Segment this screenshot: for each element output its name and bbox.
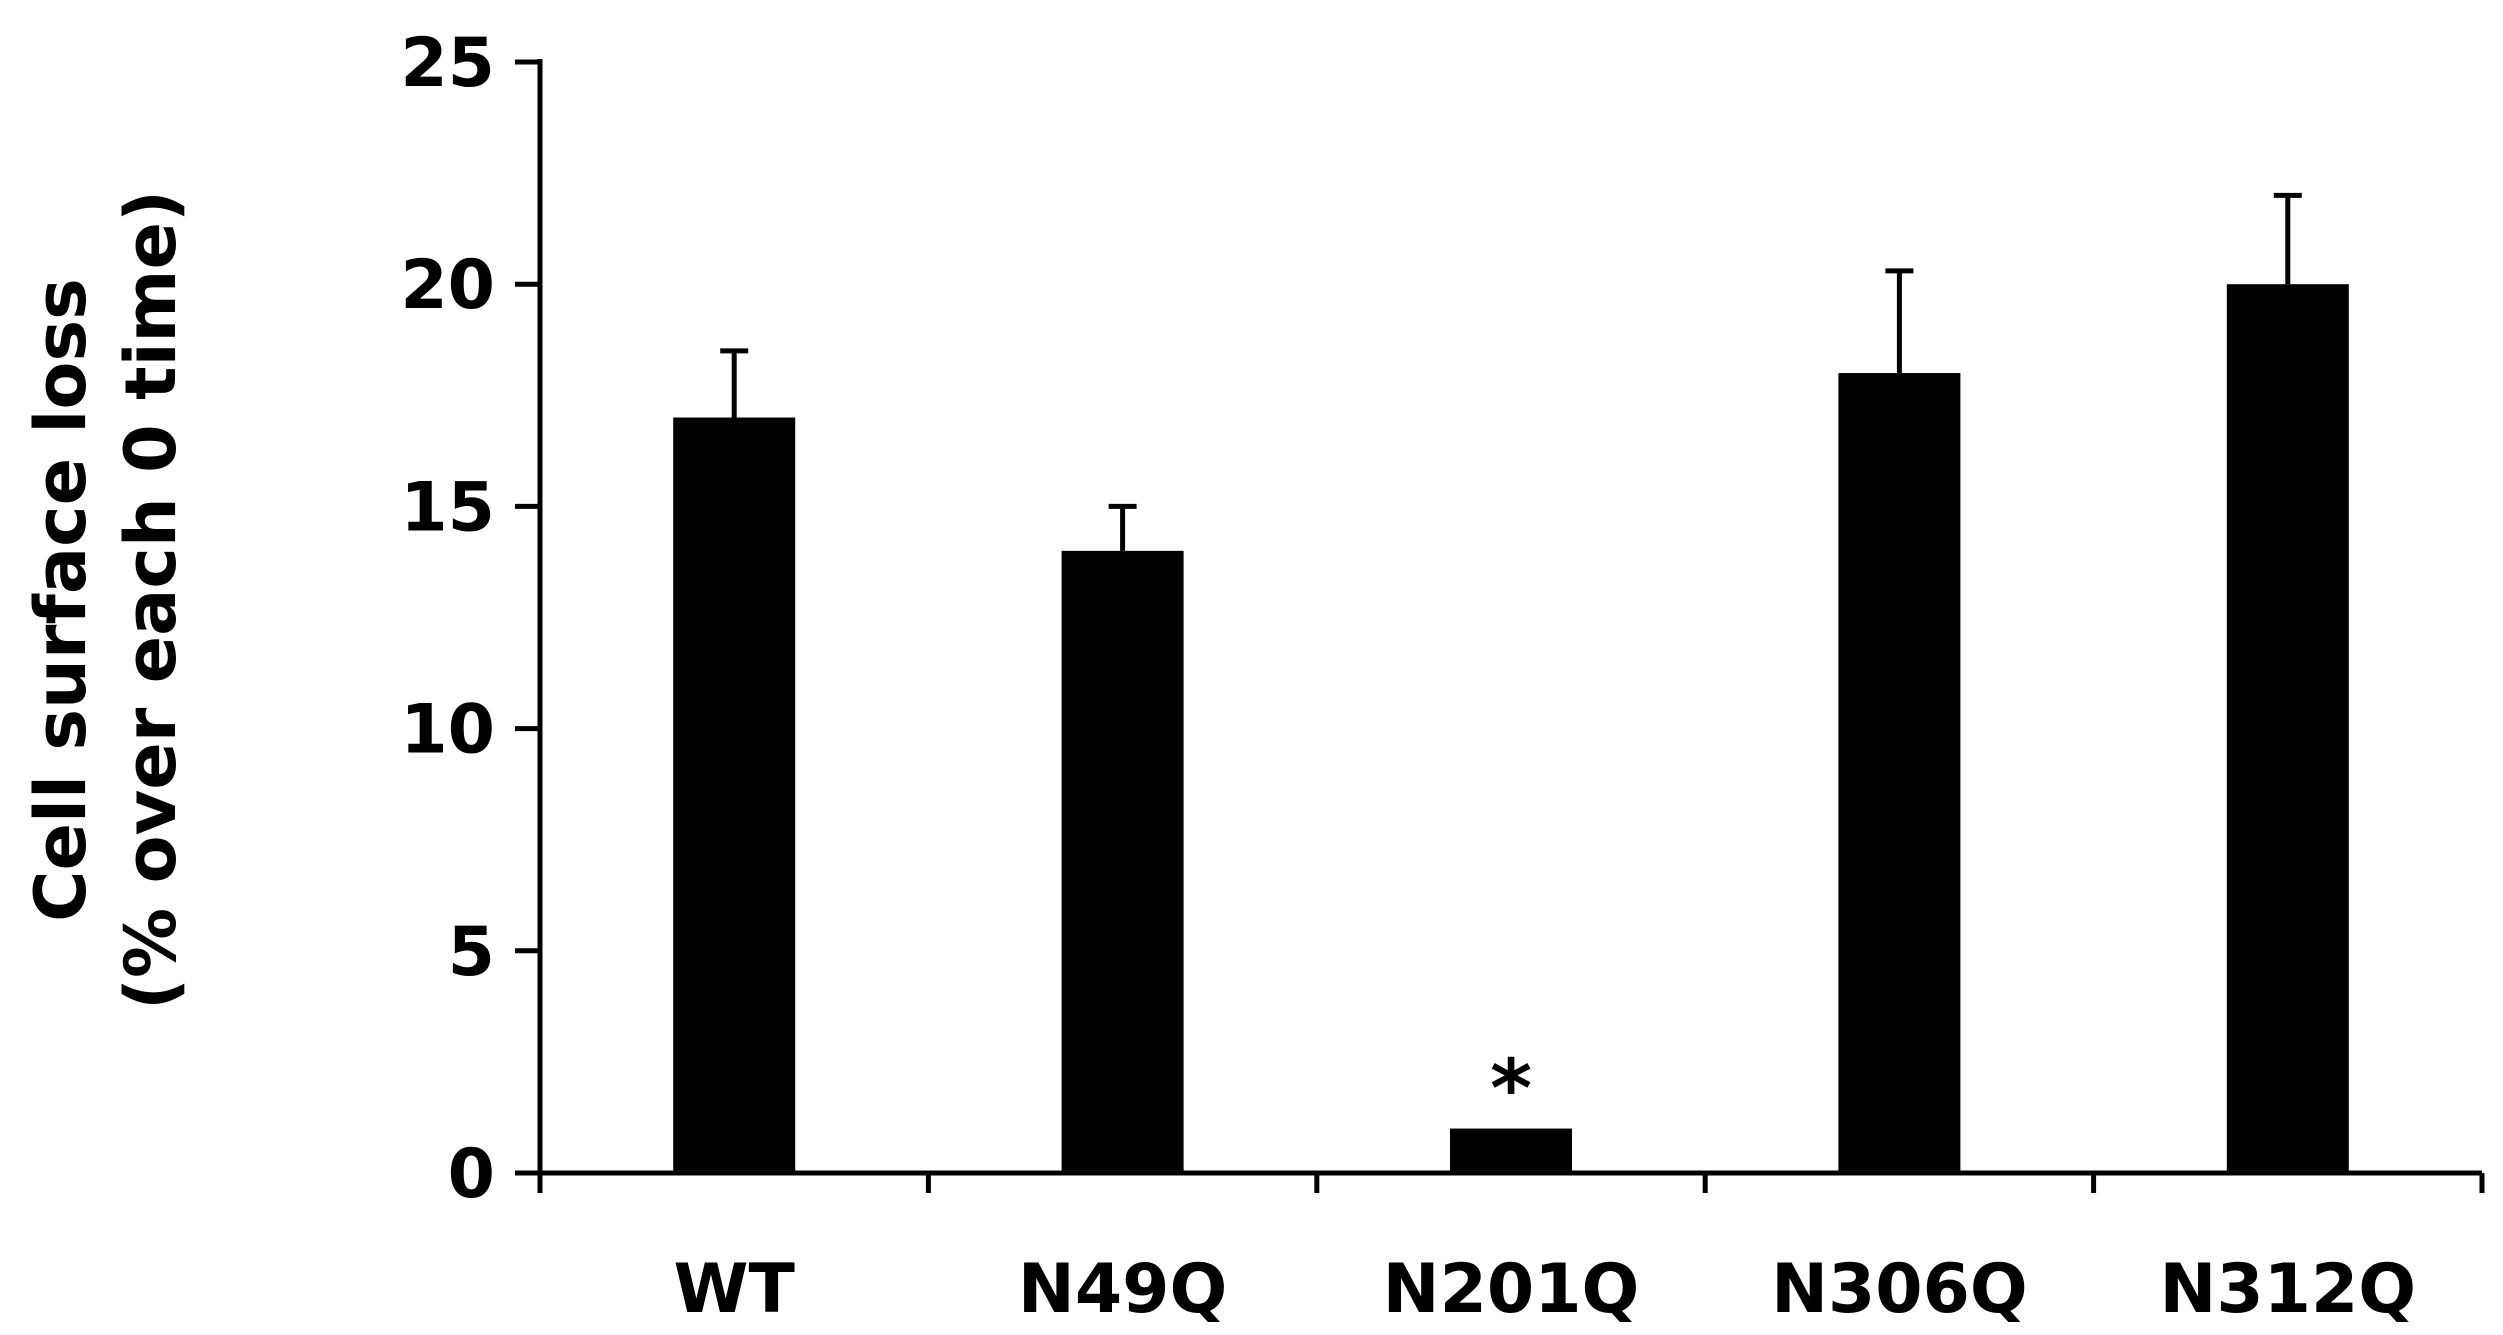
y-axis-title: Cell surface loss (% over each 0 time) [20,190,192,1010]
y-axis-title-line2: (% over each 0 time) [110,190,192,1010]
y-axis-title-line1: Cell surface loss [20,278,102,922]
bar-n49q [1061,550,1184,1173]
annotations-layer: * [1490,1043,1532,1136]
y-tick-label-20: 20 [400,246,495,325]
y-tick-label-10: 10 [400,691,495,770]
bar-wt [673,417,796,1173]
bars-layer [673,284,2349,1174]
x-tick-label-n49q: N49Q [1018,1250,1227,1329]
tick-labels-layer: WT N49Q N201Q N306Q N312Q 0 5 10 15 20 25 [400,24,2416,1329]
x-tick-label-n312q: N312Q [2159,1250,2416,1329]
bar-n201q [1450,1128,1572,1173]
y-tick-label-0: 0 [448,1135,495,1214]
x-tick-label-n306q: N306Q [1771,1250,2028,1329]
y-tick-label-5: 5 [448,913,495,992]
bar-n306q [1838,373,1961,1174]
bar-n312q [2226,284,2349,1173]
error-bars-layer [720,192,2302,551]
axes-layer [515,59,2485,1193]
significance-marker-n201q: * [1490,1043,1532,1136]
y-tick-label-25: 25 [400,24,495,103]
y-tick-label-15: 15 [400,468,495,547]
x-tick-label-wt: WT [674,1250,796,1329]
x-tick-label-n201q: N201Q [1383,1250,1640,1329]
